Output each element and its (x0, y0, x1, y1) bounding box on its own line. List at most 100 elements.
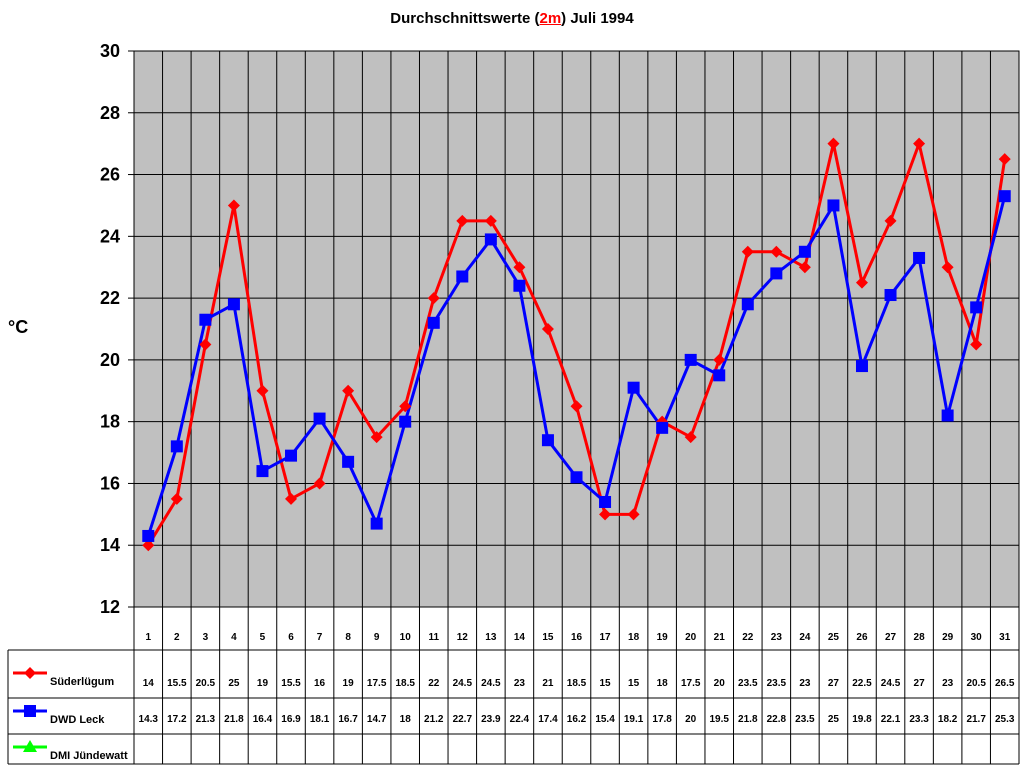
table-cell: 24.5 (481, 678, 501, 689)
x-tick-label: 17 (599, 632, 611, 643)
x-tick-label: 13 (485, 632, 497, 643)
table-cell: 17.5 (681, 678, 701, 689)
data-point (370, 517, 383, 530)
table-cell: 25 (828, 714, 840, 725)
table-cell: 27 (914, 678, 926, 689)
data-point (599, 508, 612, 521)
table-cell: 22.4 (510, 714, 530, 725)
table-cell: 21.8 (224, 714, 244, 725)
data-point (713, 353, 726, 366)
table-cell: 27 (828, 678, 840, 689)
legend: Süderlügum DWD Leck DMI Jündewatt (13, 667, 128, 762)
data-point (170, 440, 183, 453)
table-cell: 16.2 (567, 714, 587, 725)
table-cell: 18.5 (395, 678, 415, 689)
x-tick-label: 16 (571, 632, 583, 643)
x-tick-label: 4 (231, 632, 237, 643)
x-tick-label: 18 (628, 632, 640, 643)
x-tick-label: 27 (885, 632, 897, 643)
plot-area (133, 50, 1020, 608)
x-tick-label: 20 (685, 632, 697, 643)
y-tick-label: 16 (100, 473, 120, 493)
data-point (827, 137, 840, 150)
data-point (399, 400, 412, 413)
data-point (427, 292, 440, 305)
data-point (884, 289, 897, 302)
table-cell: 14 (143, 678, 155, 689)
x-tick-label: 11 (428, 632, 439, 643)
x-tick-label: 5 (260, 632, 266, 643)
table-cell: 20 (714, 678, 726, 689)
x-tick-label: 14 (514, 632, 526, 643)
data-point (627, 381, 640, 394)
legend-label: DWD Leck (50, 714, 105, 726)
data-point (313, 412, 326, 425)
table-cell: 22.5 (852, 678, 872, 689)
data-point (798, 245, 811, 258)
table-cell: 22.7 (453, 714, 473, 725)
legend-marker (23, 740, 37, 752)
data-point (827, 199, 840, 212)
table-cell: 18 (400, 714, 412, 725)
table-cell: 16 (314, 678, 326, 689)
x-tick-label: 10 (400, 632, 412, 643)
y-tick-label: 24 (100, 226, 120, 246)
data-point (456, 270, 469, 283)
data-point (998, 153, 1011, 166)
table-cell: 16.9 (281, 714, 301, 725)
table-cell: 22.1 (881, 714, 901, 725)
table-cell: 23 (799, 678, 811, 689)
table-cell: 21.8 (738, 714, 758, 725)
table-cell: 19 (257, 678, 269, 689)
x-tick-label: 15 (542, 632, 554, 643)
data-point (199, 338, 212, 351)
data-point (798, 261, 811, 274)
table-cell: 21.2 (424, 714, 444, 725)
table-cell: 23 (514, 678, 526, 689)
table-cell: 21 (542, 678, 554, 689)
table-cell: 24.5 (881, 678, 901, 689)
y-tick-label: 26 (100, 165, 120, 185)
table-cell: 23 (942, 678, 954, 689)
data-point (456, 214, 469, 227)
table-cell: 22 (428, 678, 440, 689)
table-cell: 23.5 (767, 678, 787, 689)
table-cell: 19 (343, 678, 355, 689)
table-cell: 25.3 (995, 714, 1015, 725)
x-tick-label: 2 (174, 632, 180, 643)
data-point (256, 465, 269, 478)
y-tick-labels: 12 14 16 18 20 22 24 26 28 30 (100, 41, 120, 617)
legend-marker (24, 705, 36, 717)
y-tick-label: 12 (100, 597, 120, 617)
x-tick-label: 23 (771, 632, 783, 643)
data-point (913, 137, 926, 150)
y-tick-label: 14 (100, 535, 120, 555)
data-point (199, 313, 212, 326)
plot-background (133, 50, 1020, 608)
data-point (627, 508, 640, 521)
data-point (570, 400, 583, 413)
data-point (941, 409, 954, 422)
table-cell: 17.4 (538, 714, 558, 725)
data-point (970, 301, 983, 314)
data-point (713, 369, 726, 382)
legend-marker (24, 667, 36, 679)
x-tick-label: 12 (457, 632, 469, 643)
x-tick-label: 7 (317, 632, 323, 643)
table-cell: 19.1 (624, 714, 644, 725)
data-point (427, 316, 440, 329)
data-point (513, 261, 526, 274)
table-cell: 15 (628, 678, 640, 689)
table-cell: 21.7 (966, 714, 986, 725)
x-tick-label: 1 (145, 632, 151, 643)
table-cell: 19.8 (852, 714, 872, 725)
data-point (342, 384, 355, 397)
table-cell: 26.5 (995, 678, 1015, 689)
x-tick-label: 24 (799, 632, 811, 643)
data-point (227, 199, 240, 212)
data-point (770, 267, 783, 280)
data-point (285, 449, 298, 462)
data-point (741, 245, 754, 258)
data-point (227, 298, 240, 311)
table-cell: 18.2 (938, 714, 958, 725)
